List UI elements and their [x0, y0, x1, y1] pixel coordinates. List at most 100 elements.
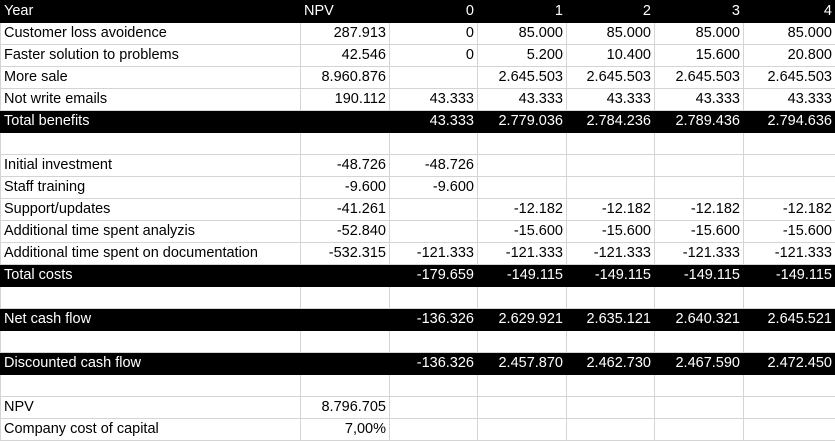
- value-cell[interactable]: [744, 155, 835, 177]
- value-cell[interactable]: -48.726: [390, 155, 478, 177]
- row-label-cell[interactable]: More sale: [1, 67, 301, 89]
- row-label-cell[interactable]: Faster solution to problems: [1, 45, 301, 67]
- value-cell[interactable]: 15.600: [655, 45, 744, 67]
- value-cell[interactable]: 2.645.503: [567, 67, 655, 89]
- value-cell[interactable]: 0: [390, 45, 478, 67]
- value-cell[interactable]: -149.115: [744, 265, 835, 287]
- value-cell[interactable]: -121.333: [478, 243, 567, 265]
- value-cell[interactable]: 2.794.636: [744, 111, 835, 133]
- value-cell[interactable]: [478, 375, 567, 397]
- value-cell[interactable]: [655, 331, 744, 353]
- value-cell[interactable]: [301, 353, 390, 375]
- value-cell[interactable]: 2.462.730: [567, 353, 655, 375]
- row-label-cell[interactable]: Support/updates: [1, 199, 301, 221]
- value-cell[interactable]: [390, 133, 478, 155]
- value-cell[interactable]: [567, 419, 655, 441]
- row-label-cell[interactable]: Net cash flow: [1, 309, 301, 331]
- value-cell[interactable]: [478, 155, 567, 177]
- value-cell[interactable]: [655, 133, 744, 155]
- row-label-cell[interactable]: [1, 375, 301, 397]
- header-cell[interactable]: 2: [567, 1, 655, 23]
- value-cell[interactable]: -15.600: [744, 221, 835, 243]
- value-cell[interactable]: -121.333: [655, 243, 744, 265]
- value-cell[interactable]: -15.600: [655, 221, 744, 243]
- value-cell[interactable]: [390, 221, 478, 243]
- row-label-cell[interactable]: NPV: [1, 397, 301, 419]
- row-label-cell[interactable]: [1, 133, 301, 155]
- value-cell[interactable]: 43.333: [655, 89, 744, 111]
- value-cell[interactable]: [744, 419, 835, 441]
- value-cell[interactable]: 2.645.503: [478, 67, 567, 89]
- value-cell[interactable]: 85.000: [567, 23, 655, 45]
- value-cell[interactable]: [301, 111, 390, 133]
- value-cell[interactable]: [655, 287, 744, 309]
- header-cell[interactable]: 4: [744, 1, 835, 23]
- value-cell[interactable]: 2.629.921: [478, 309, 567, 331]
- value-cell[interactable]: [744, 177, 835, 199]
- value-cell[interactable]: -12.182: [744, 199, 835, 221]
- value-cell[interactable]: [744, 331, 835, 353]
- value-cell[interactable]: [390, 199, 478, 221]
- value-cell[interactable]: 20.800: [744, 45, 835, 67]
- value-cell[interactable]: 8.796.705: [301, 397, 390, 419]
- value-cell[interactable]: 5.200: [478, 45, 567, 67]
- value-cell[interactable]: -149.115: [567, 265, 655, 287]
- row-label-cell[interactable]: Company cost of capital: [1, 419, 301, 441]
- value-cell[interactable]: [567, 375, 655, 397]
- value-cell[interactable]: [301, 331, 390, 353]
- value-cell[interactable]: -121.333: [390, 243, 478, 265]
- row-label-cell[interactable]: Additional time spent analyzis: [1, 221, 301, 243]
- value-cell[interactable]: [567, 177, 655, 199]
- value-cell[interactable]: [301, 375, 390, 397]
- header-cell[interactable]: 1: [478, 1, 567, 23]
- value-cell[interactable]: [744, 133, 835, 155]
- value-cell[interactable]: [301, 265, 390, 287]
- value-cell[interactable]: 287.913: [301, 23, 390, 45]
- value-cell[interactable]: 2.457.870: [478, 353, 567, 375]
- value-cell[interactable]: [390, 287, 478, 309]
- value-cell[interactable]: -15.600: [567, 221, 655, 243]
- value-cell[interactable]: -136.326: [390, 353, 478, 375]
- value-cell[interactable]: -121.333: [744, 243, 835, 265]
- value-cell[interactable]: 2.779.036: [478, 111, 567, 133]
- value-cell[interactable]: 2.645.503: [744, 67, 835, 89]
- row-label-cell[interactable]: Total costs: [1, 265, 301, 287]
- header-cell[interactable]: 3: [655, 1, 744, 23]
- value-cell[interactable]: [567, 155, 655, 177]
- value-cell[interactable]: [390, 67, 478, 89]
- value-cell[interactable]: 2.635.121: [567, 309, 655, 331]
- value-cell[interactable]: [567, 397, 655, 419]
- row-label-cell[interactable]: Initial investment: [1, 155, 301, 177]
- value-cell[interactable]: 85.000: [655, 23, 744, 45]
- value-cell[interactable]: -121.333: [567, 243, 655, 265]
- value-cell[interactable]: -179.659: [390, 265, 478, 287]
- value-cell[interactable]: [478, 331, 567, 353]
- header-cell[interactable]: 0: [390, 1, 478, 23]
- row-label-cell[interactable]: [1, 331, 301, 353]
- row-label-cell[interactable]: Additional time spent on documentation: [1, 243, 301, 265]
- value-cell[interactable]: -15.600: [478, 221, 567, 243]
- value-cell[interactable]: [655, 155, 744, 177]
- value-cell[interactable]: 2.784.236: [567, 111, 655, 133]
- row-label-cell[interactable]: [1, 287, 301, 309]
- value-cell[interactable]: 43.333: [744, 89, 835, 111]
- value-cell[interactable]: [478, 397, 567, 419]
- row-label-cell[interactable]: Discounted cash flow: [1, 353, 301, 375]
- value-cell[interactable]: [567, 287, 655, 309]
- header-cell[interactable]: NPV: [301, 1, 390, 23]
- value-cell[interactable]: 2.789.436: [655, 111, 744, 133]
- value-cell[interactable]: [478, 419, 567, 441]
- value-cell[interactable]: [390, 419, 478, 441]
- row-label-cell[interactable]: Total benefits: [1, 111, 301, 133]
- value-cell[interactable]: [744, 287, 835, 309]
- value-cell[interactable]: [744, 397, 835, 419]
- value-cell[interactable]: 0: [390, 23, 478, 45]
- value-cell[interactable]: -48.726: [301, 155, 390, 177]
- value-cell[interactable]: 43.333: [478, 89, 567, 111]
- value-cell[interactable]: [478, 287, 567, 309]
- value-cell[interactable]: [744, 375, 835, 397]
- value-cell[interactable]: [301, 133, 390, 155]
- value-cell[interactable]: 85.000: [478, 23, 567, 45]
- value-cell[interactable]: [390, 331, 478, 353]
- value-cell[interactable]: [478, 133, 567, 155]
